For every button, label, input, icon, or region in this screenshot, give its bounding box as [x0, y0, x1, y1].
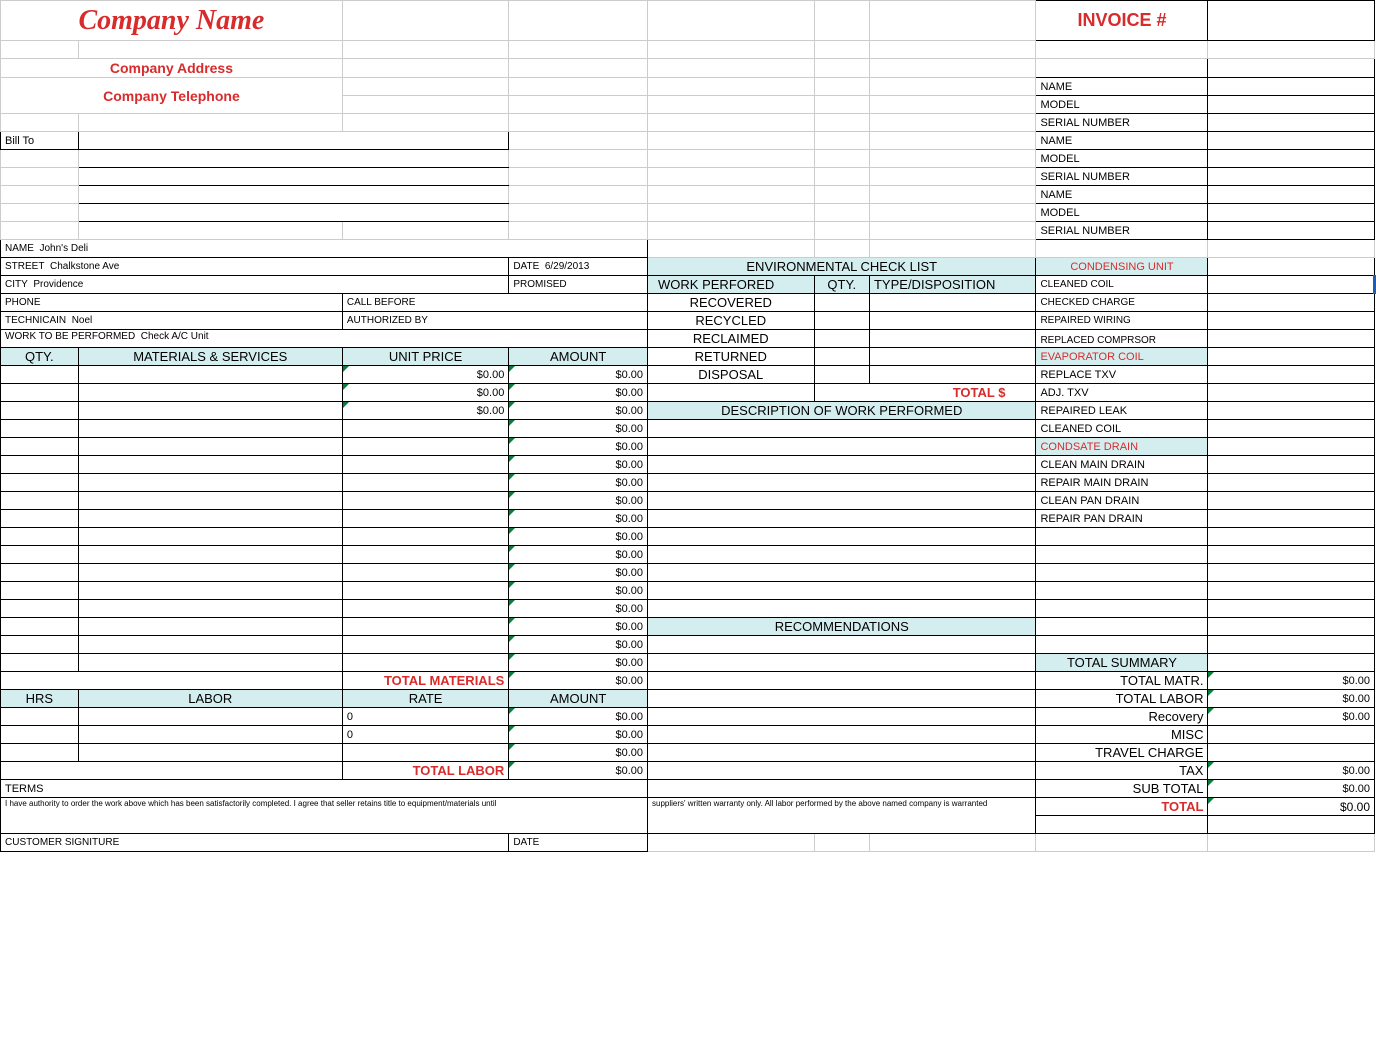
adj-txv-label: ADJ. TXV	[1036, 384, 1208, 402]
replace-txv-label: REPLACE TXV	[1036, 366, 1208, 384]
mat-row-qty[interactable]	[1, 366, 79, 384]
env-qty-header: QTY.	[814, 276, 869, 294]
sum-travel-label: TRAVEL CHARGE	[1036, 744, 1208, 762]
customer-city-row[interactable]: CITY Providence	[1, 276, 509, 294]
cleaned-coil2-label: CLEANED COIL	[1036, 420, 1208, 438]
equip1-serial-label: SERIAL NUMBER	[1036, 114, 1208, 132]
repair-pan-label: REPAIR PAN DRAIN	[1036, 510, 1208, 528]
labor-rate-header: RATE	[342, 690, 508, 708]
total-labor-label: TOTAL LABOR	[342, 762, 508, 780]
mat-amt-header: AMOUNT	[509, 348, 648, 366]
equip3-serial-label: SERIAL NUMBER	[1036, 222, 1208, 240]
terms-text1: I have authority to order the work above…	[1, 798, 648, 834]
bill-to-label: Bill To	[1, 132, 79, 150]
summary-title: TOTAL SUMMARY	[1036, 654, 1208, 672]
total-labor-val: $0.00	[509, 762, 648, 780]
mat-row-price[interactable]: $0.00	[342, 366, 508, 384]
date-cell[interactable]: DATE 6/29/2013	[509, 258, 648, 276]
sum-recovery-label: Recovery	[1036, 708, 1208, 726]
reclaimed-label: RECLAIMED	[648, 330, 814, 348]
returned-label: RETURNED	[648, 348, 814, 366]
invoice-number-cell[interactable]	[1208, 1, 1375, 41]
recycled-label: RECYCLED	[648, 312, 814, 330]
replaced-comp-label: REPLACED COMPRSOR	[1036, 330, 1208, 348]
cleaned-coil-label: CLEANED COIL	[1036, 276, 1208, 294]
sum-recovery-val: $0.00	[1208, 708, 1375, 726]
desc-work-title: DESCRIPTION OF WORK PERFORMED	[648, 402, 1036, 420]
equip3-name-label: NAME	[1036, 186, 1208, 204]
labor-header: LABOR	[78, 690, 342, 708]
invoice-label: INVOICE #	[1036, 1, 1208, 41]
evap-coil-label: EVAPORATOR COIL	[1036, 348, 1208, 366]
sum-subtotal-label: SUB TOTAL	[1036, 780, 1208, 798]
disposal-label: DISPOSAL	[648, 366, 814, 384]
work-perf-header: WORK PERFORED	[648, 276, 814, 294]
customer-street-row[interactable]: STREET Chalkstone Ave	[1, 258, 509, 276]
equip2-name-label: NAME	[1036, 132, 1208, 150]
terms-label: TERMS	[1, 780, 648, 798]
sum-misc-label: MISC	[1036, 726, 1208, 744]
equip3-model-label: MODEL	[1036, 204, 1208, 222]
equip1-model-label: MODEL	[1036, 96, 1208, 114]
sum-matr-val: $0.00	[1208, 672, 1375, 690]
phone-cell[interactable]: PHONE	[1, 294, 343, 312]
company-address: Company Address	[1, 59, 343, 78]
repaired-leak-label: REPAIRED LEAK	[1036, 402, 1208, 420]
auth-cell[interactable]: AUTHORIZED BY	[342, 312, 647, 330]
promised-cell[interactable]: PROMISED	[509, 276, 648, 294]
company-telephone: Company Telephone	[1, 78, 343, 114]
env-title: ENVIRONMENTAL CHECK LIST	[648, 258, 1036, 276]
sum-matr-label: TOTAL MATR.	[1036, 672, 1208, 690]
tech-cell[interactable]: TECHNICAIN Noel	[1, 312, 343, 330]
env-type-header: TYPE/DISPOSITION	[869, 276, 1035, 294]
equip1-name-label: NAME	[1036, 78, 1208, 96]
mat-price-header: UNIT PRICE	[342, 348, 508, 366]
equip2-serial-label: SERIAL NUMBER	[1036, 168, 1208, 186]
recommendations-title: RECOMMENDATIONS	[648, 618, 1036, 636]
sum-tax-label: TAX	[1036, 762, 1208, 780]
recovered-label: RECOVERED	[648, 294, 814, 312]
customer-sig-label: CUSTOMER SIGNITURE	[1, 834, 509, 852]
sum-total-label: TOTAL	[1036, 798, 1208, 816]
clean-main-label: CLEAN MAIN DRAIN	[1036, 456, 1208, 474]
sum-tax-val: $0.00	[1208, 762, 1375, 780]
sum-total-val: $0.00	[1208, 798, 1375, 816]
labor-amt-header: AMOUNT	[509, 690, 648, 708]
condsate-drain-label: CONDSATE DRAIN	[1036, 438, 1208, 456]
condensing-unit-label: CONDENSING UNIT	[1036, 258, 1208, 276]
mat-row-amt: $0.00	[509, 366, 648, 384]
labor-rate-0[interactable]: 0	[342, 708, 508, 726]
total-materials-val: $0.00	[509, 672, 648, 690]
terms-text2: suppliers' written warranty only. All la…	[648, 798, 1036, 834]
bill-to-field[interactable]	[78, 132, 509, 150]
sum-subtotal-val: $0.00	[1208, 780, 1375, 798]
env-total-label: TOTAL $	[814, 384, 1036, 402]
clean-pan-label: CLEAN PAN DRAIN	[1036, 492, 1208, 510]
call-before-cell[interactable]: CALL BEFORE	[342, 294, 647, 312]
checked-charge-label: CHECKED CHARGE	[1036, 294, 1208, 312]
total-materials-label: TOTAL MATERIALS	[342, 672, 508, 690]
customer-name-row[interactable]: NAME John's Deli	[1, 240, 648, 258]
labor-rate-1[interactable]: 0	[342, 726, 508, 744]
mat-qty-header: QTY.	[1, 348, 79, 366]
sum-labor-val: $0.00	[1208, 690, 1375, 708]
mat-desc-header: MATERIALS & SERVICES	[78, 348, 342, 366]
sig-date-label: DATE	[509, 834, 648, 852]
repair-main-label: REPAIR MAIN DRAIN	[1036, 474, 1208, 492]
company-name: Company Name	[1, 1, 343, 41]
equip2-model-label: MODEL	[1036, 150, 1208, 168]
labor-hrs-header: HRS	[1, 690, 79, 708]
work-cell[interactable]: WORK TO BE PERFORMED Check A/C Unit	[1, 330, 648, 348]
sum-labor-label: TOTAL LABOR	[1036, 690, 1208, 708]
repaired-wiring-label: REPAIRED WIRING	[1036, 312, 1208, 330]
